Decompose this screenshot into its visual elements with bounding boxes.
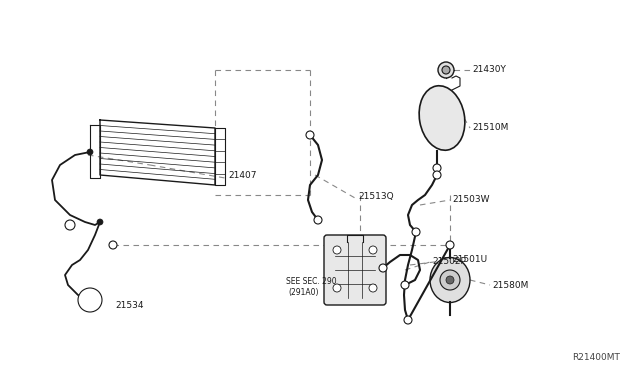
Circle shape: [369, 284, 377, 292]
Circle shape: [314, 216, 322, 224]
Circle shape: [369, 246, 377, 254]
Text: 21501U: 21501U: [452, 256, 487, 264]
Circle shape: [84, 294, 96, 306]
Text: (291A0): (291A0): [288, 288, 319, 296]
Circle shape: [401, 281, 409, 289]
Ellipse shape: [430, 257, 470, 302]
Circle shape: [442, 66, 450, 74]
Text: R21400MT: R21400MT: [572, 353, 620, 362]
Circle shape: [333, 246, 341, 254]
Text: 21580M: 21580M: [492, 280, 529, 289]
Circle shape: [78, 288, 102, 312]
Text: 21407: 21407: [228, 171, 257, 180]
Text: 21510M: 21510M: [472, 124, 508, 132]
Circle shape: [379, 264, 387, 272]
Text: 21503W: 21503W: [452, 196, 490, 205]
Circle shape: [97, 219, 103, 225]
Circle shape: [109, 241, 117, 249]
Circle shape: [433, 171, 441, 179]
Circle shape: [81, 291, 99, 309]
Circle shape: [438, 62, 454, 78]
Text: 21513Q: 21513Q: [358, 192, 394, 201]
FancyBboxPatch shape: [324, 235, 386, 305]
Ellipse shape: [419, 86, 465, 150]
Circle shape: [440, 270, 460, 290]
Circle shape: [412, 228, 420, 236]
Circle shape: [446, 276, 454, 284]
Circle shape: [404, 316, 412, 324]
Text: 21534: 21534: [115, 301, 143, 310]
Circle shape: [333, 284, 341, 292]
Text: 21502P: 21502P: [432, 257, 466, 266]
Circle shape: [433, 164, 441, 172]
Circle shape: [65, 220, 75, 230]
Circle shape: [87, 149, 93, 155]
Text: SEE SEC. 290: SEE SEC. 290: [286, 278, 337, 286]
Circle shape: [306, 131, 314, 139]
Circle shape: [446, 241, 454, 249]
Text: 21430Y: 21430Y: [472, 65, 506, 74]
